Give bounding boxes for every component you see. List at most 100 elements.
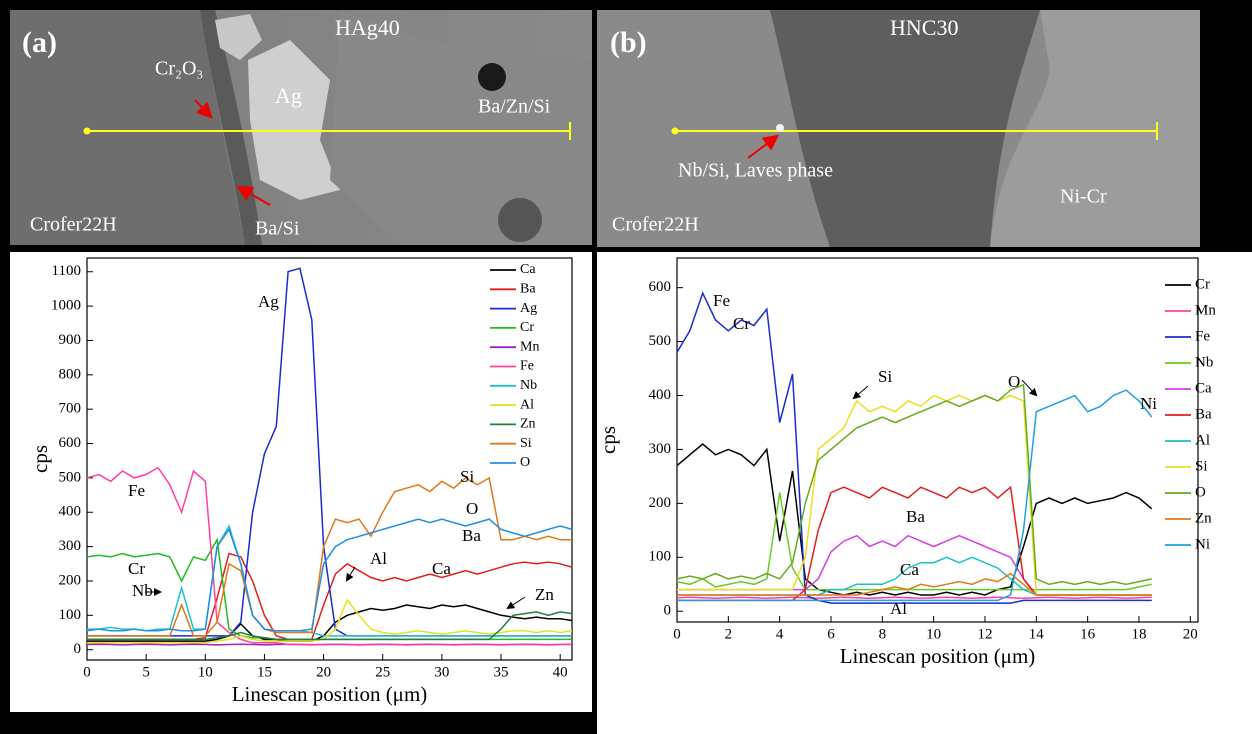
chart-b-background xyxy=(597,252,1252,734)
x-tick-label: 0 xyxy=(673,626,681,642)
x-tick-label: 6 xyxy=(827,626,835,642)
annotation-arrow xyxy=(506,596,526,610)
y-tick-label: 0 xyxy=(74,641,82,657)
sem-image-a xyxy=(10,10,592,245)
image-label: Ni-Cr xyxy=(1060,186,1107,208)
y-tick-label: 600 xyxy=(59,435,82,451)
y-axis-title: cps xyxy=(28,445,52,473)
data-line xyxy=(86,466,572,646)
annotation: Nb xyxy=(132,581,153,600)
y-tick-label: 100 xyxy=(59,607,82,623)
data-line xyxy=(676,383,1152,586)
annotation: O xyxy=(1008,372,1020,391)
x-tick-label: 4 xyxy=(776,626,784,642)
annotation: Ag xyxy=(258,292,279,311)
data-line xyxy=(676,443,1153,596)
x-tick-label: 20 xyxy=(1183,626,1198,642)
image-label: Ba/Si xyxy=(255,218,300,240)
data-line xyxy=(86,518,573,632)
annotation: Zn xyxy=(535,585,554,604)
data-line xyxy=(676,596,1152,600)
annotation: Si xyxy=(878,367,892,386)
plot-frame xyxy=(86,257,573,661)
image-label: (a) xyxy=(22,26,57,59)
image-label: Ag xyxy=(275,83,302,108)
y-tick-label: 200 xyxy=(649,495,672,511)
annotation-arrow xyxy=(345,566,356,582)
annotation-arrow xyxy=(852,385,869,400)
image-label: (b) xyxy=(610,26,647,59)
x-tick-label: 10 xyxy=(926,626,941,642)
image-label: Crofer22H xyxy=(30,214,117,236)
x-tick-label: 35 xyxy=(494,664,509,680)
image-label: HNC30 xyxy=(890,15,958,40)
legend-label: Ca xyxy=(1195,380,1212,396)
y-tick-label: 0 xyxy=(664,603,672,619)
legend-label: Mn xyxy=(1195,302,1216,318)
legend-label: Al xyxy=(520,397,534,412)
data-line xyxy=(677,572,1152,596)
legend-label: Mn xyxy=(520,339,539,354)
annotation: Ba xyxy=(462,526,481,545)
legend-label: Si xyxy=(1195,458,1208,474)
annotation: Ba xyxy=(906,507,925,526)
y-tick-label: 600 xyxy=(649,279,672,295)
annotation-arrow xyxy=(1021,379,1038,397)
sem-image-b xyxy=(597,10,1200,247)
data-line xyxy=(676,492,1152,591)
data-line xyxy=(87,611,573,641)
y-tick-label: 400 xyxy=(59,504,82,520)
legend-label: Ca xyxy=(520,262,536,277)
legend-label: Ag xyxy=(520,301,537,316)
annotation: Ni xyxy=(1140,394,1157,413)
annotation: Al xyxy=(370,549,387,568)
x-tick-label: 10 xyxy=(198,664,213,680)
legend-label: O xyxy=(520,455,530,470)
data-line xyxy=(87,476,572,637)
x-tick-label: 14 xyxy=(1029,626,1045,642)
y-tick-label: 300 xyxy=(649,441,672,457)
legend-label: Nb xyxy=(520,378,537,393)
x-tick-label: 8 xyxy=(879,626,887,642)
legend-label: Ba xyxy=(1195,406,1212,422)
x-axis-title: Linescan position (μm) xyxy=(232,682,428,706)
y-tick-label: 100 xyxy=(649,549,672,565)
data-line xyxy=(87,604,573,642)
legend-label: Si xyxy=(520,436,532,451)
x-tick-label: 30 xyxy=(434,664,449,680)
y-tick-label: 1100 xyxy=(52,263,81,279)
data-line xyxy=(676,291,1152,604)
x-tick-label: 25 xyxy=(375,664,390,680)
annotation: Ca xyxy=(432,559,451,578)
x-tick-label: 18 xyxy=(1131,626,1146,642)
y-tick-label: 1000 xyxy=(51,298,81,314)
legend-label: Fe xyxy=(1195,328,1210,344)
data-line xyxy=(677,389,1153,602)
legend-label: O xyxy=(1195,484,1206,500)
legend-label: Zn xyxy=(1195,510,1212,526)
image-label: Nb/Si, Laves phase xyxy=(678,160,833,182)
legend-label: Ni xyxy=(1195,536,1210,552)
annotation: Cr xyxy=(733,314,750,333)
legend-label: Cr xyxy=(1195,276,1210,292)
x-tick-label: 0 xyxy=(83,664,91,680)
plot-frame xyxy=(676,257,1199,623)
legend-label: Zn xyxy=(520,417,536,432)
x-tick-label: 16 xyxy=(1080,626,1096,642)
image-label: HAg40 xyxy=(335,15,400,40)
legend-label: Fe xyxy=(520,359,534,374)
image-label: Ba/Zn/Si xyxy=(478,96,551,118)
image-label: Cr₂O₃ xyxy=(155,58,203,80)
data-line xyxy=(87,598,573,644)
image-label: Crofer22H xyxy=(612,214,699,236)
x-tick-label: 2 xyxy=(725,626,733,642)
y-tick-label: 500 xyxy=(59,469,82,485)
legend-label: Cr xyxy=(520,320,534,335)
annotation: O xyxy=(466,499,478,518)
annotation: Cr xyxy=(128,559,145,578)
legend-label: Ba xyxy=(520,282,536,297)
annotation: Ca xyxy=(900,560,919,579)
annotation: Fe xyxy=(713,291,730,310)
